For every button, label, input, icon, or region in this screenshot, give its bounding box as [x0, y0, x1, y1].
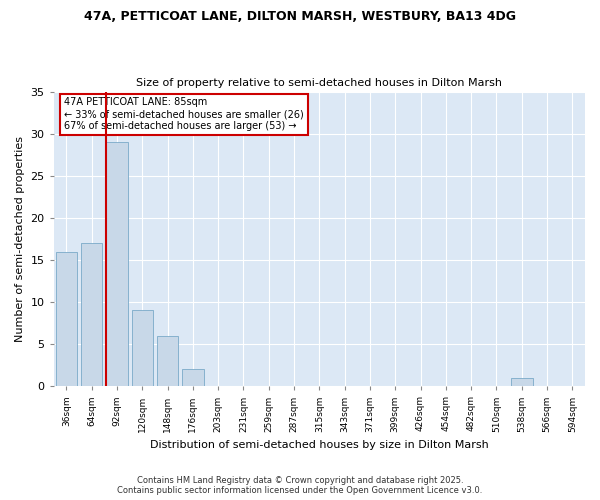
- Bar: [81, 243, 103, 386]
- Bar: [182, 370, 203, 386]
- Bar: [157, 336, 178, 386]
- Text: 47A, PETTICOAT LANE, DILTON MARSH, WESTBURY, BA13 4DG: 47A, PETTICOAT LANE, DILTON MARSH, WESTB…: [84, 10, 516, 23]
- Bar: [511, 378, 533, 386]
- Bar: [131, 310, 153, 386]
- Y-axis label: Number of semi-detached properties: Number of semi-detached properties: [15, 136, 25, 342]
- Text: Contains HM Land Registry data © Crown copyright and database right 2025.
Contai: Contains HM Land Registry data © Crown c…: [118, 476, 482, 495]
- Bar: [106, 142, 128, 386]
- X-axis label: Distribution of semi-detached houses by size in Dilton Marsh: Distribution of semi-detached houses by …: [150, 440, 489, 450]
- Text: 47A PETTICOAT LANE: 85sqm
← 33% of semi-detached houses are smaller (26)
67% of : 47A PETTICOAT LANE: 85sqm ← 33% of semi-…: [64, 98, 304, 130]
- Bar: [56, 252, 77, 386]
- Title: Size of property relative to semi-detached houses in Dilton Marsh: Size of property relative to semi-detach…: [136, 78, 502, 88]
